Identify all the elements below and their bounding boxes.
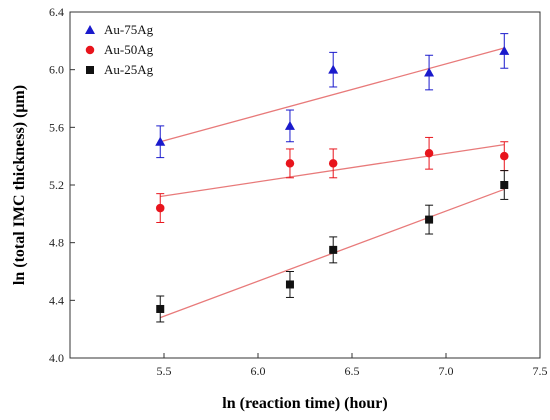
y-tick-label: 4.4 bbox=[49, 293, 64, 307]
data-points bbox=[155, 45, 510, 313]
y-axis-title: ln (total IMC thickness) (μm) bbox=[11, 85, 28, 285]
point-au-75ag bbox=[284, 120, 295, 130]
legend: Au-75Ag Au-50Ag Au-25Ag bbox=[85, 22, 154, 77]
point-au-50ag bbox=[285, 159, 295, 168]
x-tick-label: 7.5 bbox=[533, 364, 548, 378]
point-au-25ag bbox=[329, 245, 338, 254]
fit-line-au-75ag bbox=[160, 47, 505, 143]
fit-lines bbox=[160, 47, 505, 319]
legend-label-au-50ag: Au-50Ag bbox=[104, 42, 154, 57]
legend-marker-au-25ag bbox=[86, 66, 94, 74]
axis-ticks: 5.5 6.0 6.5 7.0 7.5 4.0 4.4 4.8 5.2 5.6 6.0 6.4 bbox=[49, 5, 548, 378]
fit-line-au-50ag bbox=[160, 143, 505, 198]
x-tick-label: 6.5 bbox=[345, 364, 360, 378]
y-tick-label: 5.6 bbox=[49, 120, 64, 134]
point-au-50ag bbox=[328, 159, 338, 168]
x-tick-label: 5.5 bbox=[157, 364, 172, 378]
point-au-50ag bbox=[155, 203, 165, 213]
legend-marker-au-50ag bbox=[85, 45, 95, 55]
x-axis-title: ln (reaction time) (hour) bbox=[222, 395, 387, 412]
error-bars bbox=[156, 33, 509, 323]
y-tick-label: 6.4 bbox=[49, 5, 64, 19]
point-au-75ag bbox=[499, 45, 510, 55]
y-tick-label: 5.2 bbox=[49, 178, 64, 192]
point-au-25ag bbox=[156, 304, 165, 313]
legend-marker-au-75ag bbox=[85, 25, 95, 34]
x-tick-label: 7.0 bbox=[439, 364, 454, 378]
point-au-25ag bbox=[425, 215, 434, 224]
point-au-25ag bbox=[285, 280, 294, 289]
point-au-75ag bbox=[328, 64, 339, 74]
legend-label-au-25ag: Au-25Ag bbox=[104, 62, 154, 77]
x-tick-label: 6.0 bbox=[251, 364, 266, 378]
y-tick-label: 6.0 bbox=[49, 63, 64, 77]
y-tick-label: 4.8 bbox=[49, 236, 64, 250]
point-au-50ag bbox=[500, 151, 509, 161]
y-tick-label: 4.0 bbox=[49, 351, 64, 365]
point-au-75ag bbox=[424, 67, 435, 77]
point-au-75ag bbox=[155, 136, 166, 146]
legend-label-au-75ag: Au-75Ag bbox=[104, 22, 154, 37]
point-au-50ag bbox=[424, 149, 434, 158]
point-au-25ag bbox=[500, 181, 509, 189]
